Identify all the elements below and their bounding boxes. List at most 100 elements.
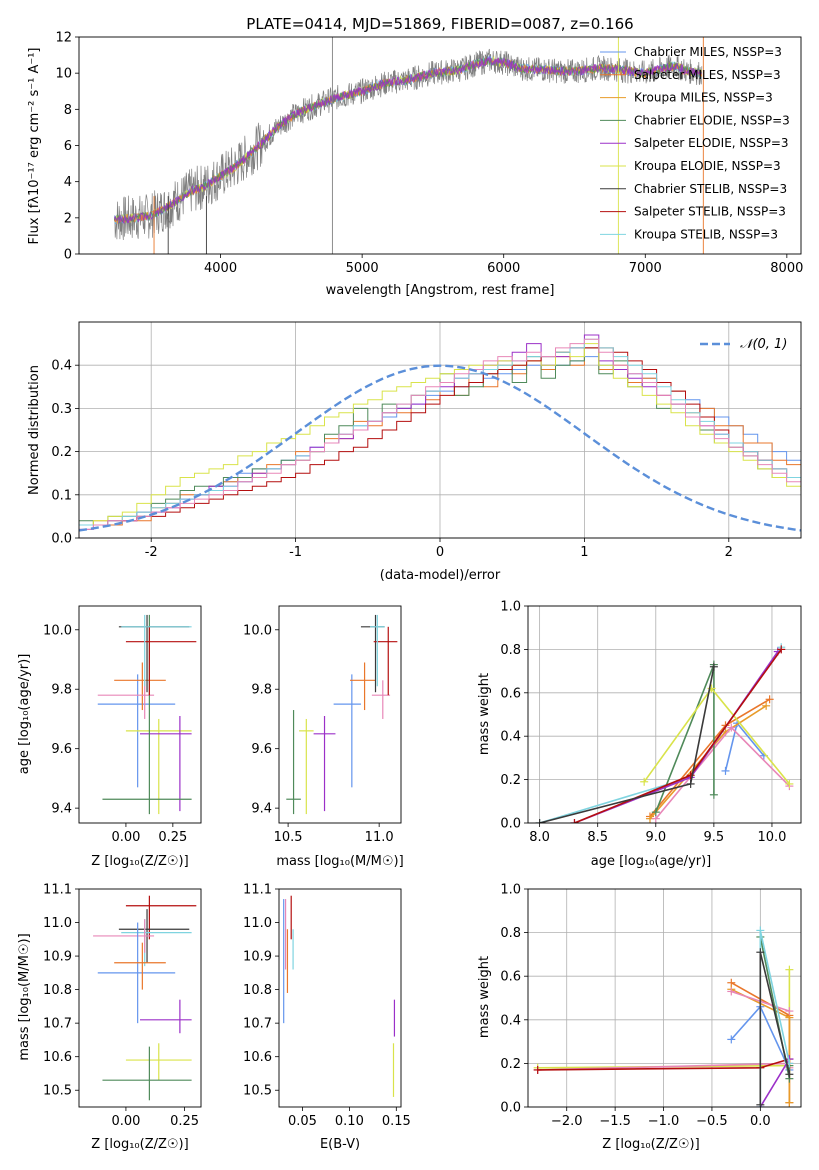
weight-z-xlabel: Z [log₁₀(Z/Z☉)] [602, 1137, 699, 1152]
x-tick-label: −1.0 [648, 1114, 680, 1129]
y-tick-label: 0.1 [51, 488, 72, 503]
y-tick-label: 0.2 [51, 445, 72, 460]
x-tick-label: 0.05 [288, 1114, 317, 1129]
x-tick-label: 8.5 [587, 830, 608, 845]
y-tick-label: 9.8 [51, 683, 72, 698]
x-tick-label: 0.10 [335, 1114, 364, 1129]
age-z-xlabel: Z [log₁₀(Z/Z☉)] [91, 854, 188, 869]
y-tick-label: 0.4 [500, 1013, 521, 1028]
y-tick-label: 12 [55, 31, 72, 46]
y-tick-label: 1.0 [500, 600, 521, 615]
x-tick-label: 2 [725, 545, 733, 560]
normal-distribution-curve [79, 364, 801, 532]
x-tick-label: 9.5 [704, 830, 725, 845]
residuals-panel: (data-model)/error Normed distribution 𝒩… [27, 321, 802, 583]
x-tick-label: -1 [289, 545, 302, 560]
y-tick-label: 11.1 [43, 883, 72, 898]
x-tick-label: -2 [145, 545, 158, 560]
axes-frame [527, 605, 802, 824]
x-tick-label: 5000 [346, 261, 379, 276]
y-tick-label: 10.5 [43, 1084, 72, 1099]
spectrum-title: PLATE=0414, MJD=51869, FIBERID=0087, z=0… [246, 15, 633, 33]
weight-age-xlabel: age [log₁₀(age/yr)] [591, 854, 712, 869]
y-tick-label: 10.8 [243, 983, 272, 998]
y-tick-label: 9.6 [51, 742, 72, 757]
errorbar-plot-area [93, 895, 197, 1101]
residuals-ylabel: Normed distribution [27, 365, 42, 495]
mass-vs-extinction-panel: E(B-V) 0.05 0.10 0.15 10.5 10.6 10.7 10.8 10.9 1… [243, 883, 411, 1153]
errorbar-plot-area [286, 614, 398, 815]
y-tick-label: 9.4 [251, 802, 272, 817]
y-tick-label: 9.8 [251, 683, 272, 698]
axes-frame [527, 888, 802, 1108]
x-tick-label: 10.5 [274, 830, 303, 845]
y-tick-label: 0.3 [51, 402, 72, 417]
x-tick-label: 9.0 [645, 830, 666, 845]
legend-entry-label: Chabrier STELIB, NSSP=3 [634, 182, 787, 196]
y-tick-label: 2 [64, 211, 72, 226]
weight-vs-age-panel: age [log₁₀(age/yr)] mass weight 8.0 8.5 9.… [477, 600, 802, 869]
weight-vs-metallicity-panel: Z [log₁₀(Z/Z☉)] mass weight −2.0 −1.5 −1.0… [477, 883, 802, 1152]
axes-frame [278, 888, 402, 1108]
y-tick-label: 0.6 [500, 686, 521, 701]
x-tick-label: 0.00 [111, 830, 140, 845]
x-tick-label: 1 [580, 545, 588, 560]
weight-plot-area [533, 926, 794, 1107]
x-tick-label: 8000 [770, 261, 803, 276]
y-tick-label: 8 [64, 103, 72, 118]
histogram-series-chabrier-stelib [79, 338, 801, 538]
axes-frame [278, 605, 402, 824]
x-tick-label: 11.0 [365, 830, 394, 845]
histogram-plot-area [79, 334, 801, 538]
y-tick-label: 1.0 [500, 883, 521, 898]
age-z-ylabel: age [log₁₀(age/yr)] [17, 654, 32, 775]
legend-entry-label: Chabrier ELODIE, NSSP=3 [634, 113, 790, 127]
age-vs-mass-panel: mass [log₁₀(M/M☉)] 10.5 11.0 9.4 9.6 9.8 10.0 [243, 605, 404, 869]
x-tick-label: 0.0 [750, 1114, 771, 1129]
legend-entry-label: Kroupa ELODIE, NSSP=3 [634, 159, 781, 173]
y-tick-label: 11.1 [243, 883, 272, 898]
age-mass-xlabel: mass [log₁₀(M/M☉)] [276, 854, 403, 869]
weight-age-ylabel: mass weight [477, 673, 492, 755]
x-tick-label: −1.5 [599, 1114, 631, 1129]
y-tick-label: 0.0 [500, 817, 521, 832]
y-tick-label: 10.5 [243, 1084, 272, 1099]
x-tick-label: 10.0 [757, 830, 786, 845]
residuals-xlabel: (data-model)/error [380, 568, 501, 583]
x-tick-label: 8.0 [529, 830, 550, 845]
y-tick-label: 0.2 [500, 1057, 521, 1072]
y-tick-label: 11.0 [243, 916, 272, 931]
y-tick-label: 11.0 [43, 916, 72, 931]
axes-frame [78, 36, 802, 255]
errorbar-plot-area [283, 895, 396, 1097]
x-tick-label: 0.00 [111, 1114, 140, 1129]
y-tick-label: 0.6 [500, 970, 521, 985]
weight-series-line [759, 1058, 791, 1107]
spectrum-ylabel: Flux [fλ10⁻¹⁷ erg cm⁻² s⁻¹ A⁻¹] [27, 48, 42, 245]
y-tick-label: 0 [64, 248, 72, 263]
y-tick-label: 10.6 [43, 1050, 72, 1065]
y-tick-label: 0.8 [500, 643, 521, 658]
axes-frame [78, 605, 202, 824]
weight-plot-area [535, 643, 794, 823]
legend-entry-label: Salpeter MILES, NSSP=3 [634, 68, 781, 82]
y-tick-label: 0.0 [500, 1101, 521, 1116]
y-tick-label: 6 [64, 139, 72, 154]
y-tick-label: 10 [55, 67, 72, 82]
y-tick-label: 0.4 [500, 730, 521, 745]
legend-entry-label: Salpeter ELODIE, NSSP=3 [634, 136, 789, 150]
mass-ebv-xlabel: E(B-V) [320, 1137, 360, 1152]
y-tick-label: 0.8 [500, 926, 521, 941]
weight-z-ylabel: mass weight [477, 956, 492, 1038]
mass-vs-metallicity-panel: Z [log₁₀(Z/Z☉)] mass [log₁₀(M/M☉)] 0.00 0… [17, 883, 202, 1152]
x-tick-label: 0 [436, 545, 444, 560]
y-tick-label: 9.4 [51, 802, 72, 817]
legend-entry-label: Salpeter STELIB, NSSP=3 [634, 205, 786, 219]
x-tick-label: −0.5 [696, 1114, 728, 1129]
y-tick-label: 10.7 [243, 1017, 272, 1032]
mass-z-ylabel: mass [log₁₀(M/M☉)] [17, 933, 32, 1060]
y-tick-label: 10.0 [243, 623, 272, 638]
y-tick-label: 10.8 [43, 983, 72, 998]
